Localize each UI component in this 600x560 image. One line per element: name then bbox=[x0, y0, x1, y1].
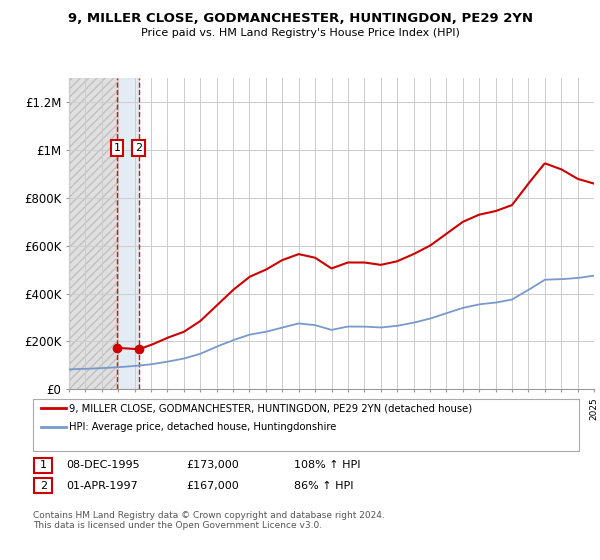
Text: 08-DEC-1995: 08-DEC-1995 bbox=[66, 460, 140, 470]
Bar bbox=[69, 78, 117, 389]
Text: £167,000: £167,000 bbox=[186, 480, 239, 491]
Text: Contains HM Land Registry data © Crown copyright and database right 2024.
This d: Contains HM Land Registry data © Crown c… bbox=[33, 511, 385, 530]
Text: £173,000: £173,000 bbox=[186, 460, 239, 470]
Text: 108% ↑ HPI: 108% ↑ HPI bbox=[294, 460, 361, 470]
Text: 1: 1 bbox=[40, 460, 47, 470]
Bar bbox=[117, 78, 139, 389]
Text: Price paid vs. HM Land Registry's House Price Index (HPI): Price paid vs. HM Land Registry's House … bbox=[140, 28, 460, 38]
Text: 01-APR-1997: 01-APR-1997 bbox=[66, 480, 138, 491]
Text: HPI: Average price, detached house, Huntingdonshire: HPI: Average price, detached house, Hunt… bbox=[69, 422, 337, 432]
Bar bbox=[69, 78, 117, 389]
Text: 86% ↑ HPI: 86% ↑ HPI bbox=[294, 480, 353, 491]
Text: 1: 1 bbox=[113, 143, 121, 153]
Text: 2: 2 bbox=[135, 143, 142, 153]
Text: 9, MILLER CLOSE, GODMANCHESTER, HUNTINGDON, PE29 2YN (detached house): 9, MILLER CLOSE, GODMANCHESTER, HUNTINGD… bbox=[69, 403, 472, 413]
Text: 2: 2 bbox=[40, 480, 47, 491]
Text: 9, MILLER CLOSE, GODMANCHESTER, HUNTINGDON, PE29 2YN: 9, MILLER CLOSE, GODMANCHESTER, HUNTINGD… bbox=[67, 12, 533, 25]
